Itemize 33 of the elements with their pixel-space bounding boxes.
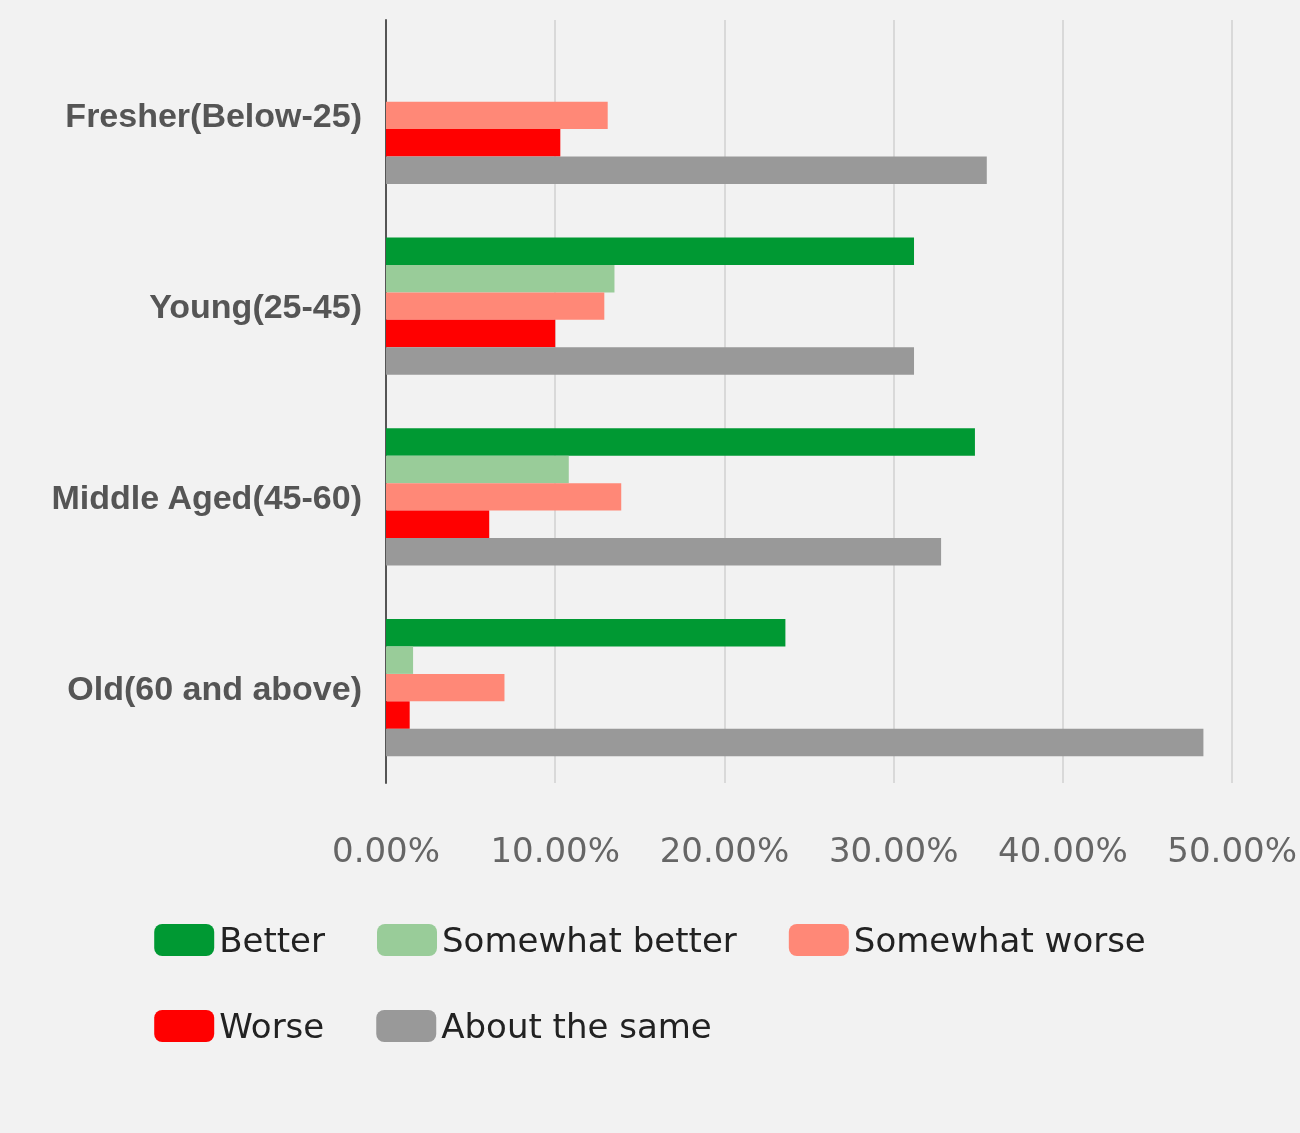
legend-label: Better: [219, 920, 326, 960]
bar: [386, 428, 975, 456]
bar: [386, 347, 915, 375]
x-tick-label: 40.00%: [998, 830, 1128, 870]
bar: [386, 292, 605, 320]
x-tick-label: 50.00%: [1167, 830, 1298, 870]
legend-label: Somewhat better: [442, 920, 737, 960]
bar: [386, 728, 1204, 757]
y-tick-label: Middle Aged(45-60): [51, 477, 362, 516]
y-tick-label: Old(60 and above): [67, 668, 362, 707]
legend-label: Worse: [219, 1006, 325, 1046]
bar: [386, 538, 942, 566]
bar: [386, 673, 505, 702]
bar: [386, 264, 615, 293]
bar: [386, 455, 569, 484]
bar: [386, 156, 987, 185]
y-tick-label: Fresher(Below-25): [65, 96, 362, 135]
bar: [386, 701, 410, 729]
x-tick-label: 20.00%: [659, 830, 790, 870]
bar: [386, 319, 556, 348]
bar: [386, 618, 786, 647]
bar: [386, 510, 490, 539]
bar: [386, 237, 915, 265]
x-tick-label: 0.00%: [331, 830, 441, 870]
legend-label: Somewhat worse: [853, 920, 1146, 960]
x-tick-label: 30.00%: [828, 830, 959, 870]
bar: [386, 101, 608, 130]
bar: [386, 646, 414, 674]
bar: [386, 129, 561, 157]
y-tick-label: Young(25-45): [149, 287, 362, 326]
legend-label: About the same: [441, 1006, 712, 1046]
x-tick-label: 10.00%: [490, 830, 621, 870]
bar: [386, 483, 622, 511]
